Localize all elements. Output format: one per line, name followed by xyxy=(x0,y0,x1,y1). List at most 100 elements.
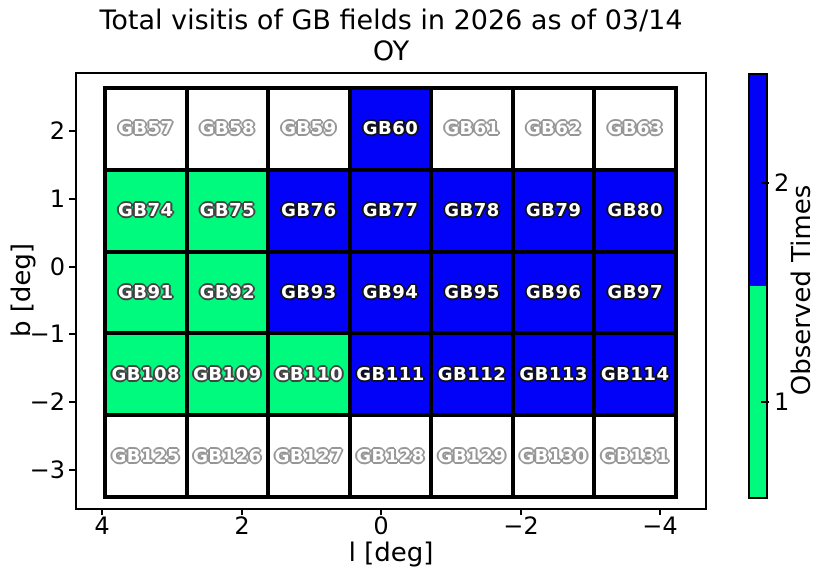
x-tick-label: 4 xyxy=(94,512,110,540)
field-label: GB80 xyxy=(607,200,663,222)
field-label: GB74 xyxy=(118,200,174,222)
field-label: GB95 xyxy=(444,281,500,303)
field-cell-gb126: GB126 xyxy=(188,417,267,495)
y-tick-label: −3 xyxy=(29,456,65,484)
field-label: GB93 xyxy=(281,281,337,303)
field-grid: GB57 GB58 GB59 GB60 GB61 GB62 GB63 GB74 GB75 GB76… xyxy=(103,86,678,499)
field-cell-gb63: GB63 xyxy=(596,90,674,168)
colorbar xyxy=(748,73,768,499)
field-label: GB131 xyxy=(600,445,670,467)
field-cell-gb58: GB58 xyxy=(188,90,267,168)
field-cell-gb62: GB62 xyxy=(514,90,593,168)
field-cell-gb74: GB74 xyxy=(107,171,185,250)
field-label: GB114 xyxy=(600,363,670,385)
field-cell-gb109: GB109 xyxy=(188,335,267,414)
y-tick-label: 0 xyxy=(49,253,65,281)
chart-title-line1: Total visitis of GB fields in 2026 as of… xyxy=(99,5,683,36)
y-tick-mark xyxy=(69,130,76,132)
field-label: GB112 xyxy=(437,363,507,385)
field-label: GB125 xyxy=(111,445,181,467)
field-cell-gb95: GB95 xyxy=(433,253,511,332)
x-tick-label: 0 xyxy=(373,512,389,540)
field-label: GB127 xyxy=(274,445,344,467)
field-cell-gb97: GB97 xyxy=(596,253,674,332)
x-tick-label: −2 xyxy=(503,512,539,540)
y-tick-label: 1 xyxy=(49,185,65,213)
field-label: GB59 xyxy=(281,118,337,140)
field-cell-gb93: GB93 xyxy=(270,253,348,332)
field-cell-gb130: GB130 xyxy=(514,417,593,495)
field-cell-gb94: GB94 xyxy=(351,253,430,332)
x-tick-mark xyxy=(659,508,661,515)
x-tick-mark xyxy=(101,508,103,515)
field-cell-gb60: GB60 xyxy=(351,90,430,168)
y-tick-mark xyxy=(69,401,76,403)
field-cell-gb57: GB57 xyxy=(107,90,185,168)
x-tick-mark xyxy=(520,508,522,515)
colorbar-segment-observed-once xyxy=(750,286,766,497)
field-cell-gb125: GB125 xyxy=(107,417,185,495)
x-axis-label: l [deg] xyxy=(348,538,434,568)
field-label: GB76 xyxy=(281,200,337,222)
field-label: GB92 xyxy=(199,281,256,303)
x-tick-label: 2 xyxy=(234,512,250,540)
field-label: GB79 xyxy=(525,200,582,222)
field-cell-gb127: GB127 xyxy=(270,417,348,495)
field-label: GB113 xyxy=(519,363,588,385)
field-label: GB130 xyxy=(519,445,588,467)
field-cell-gb112: GB112 xyxy=(433,335,511,414)
colorbar-tick-label: 1 xyxy=(774,388,790,416)
field-label: GB128 xyxy=(356,445,425,467)
field-cell-gb61: GB61 xyxy=(433,90,511,168)
y-tick-label: −2 xyxy=(29,388,65,416)
y-axis-label: b [deg] xyxy=(7,242,37,338)
field-label: GB78 xyxy=(444,200,500,222)
chart-title-line2: OY xyxy=(372,36,410,67)
field-cell-gb75: GB75 xyxy=(188,171,267,250)
field-label: GB126 xyxy=(193,445,262,467)
field-cell-gb129: GB129 xyxy=(433,417,511,495)
y-tick-mark xyxy=(69,333,76,335)
y-tick-mark xyxy=(69,266,76,268)
field-label: GB96 xyxy=(525,281,582,303)
y-tick-label: 2 xyxy=(49,117,65,145)
field-cell-gb111: GB111 xyxy=(351,335,430,414)
field-cell-gb131: GB131 xyxy=(596,417,674,495)
field-label: GB94 xyxy=(362,281,419,303)
field-cell-gb110: GB110 xyxy=(270,335,348,414)
x-tick-mark xyxy=(380,508,382,515)
field-label: GB62 xyxy=(525,118,582,140)
field-cell-gb114: GB114 xyxy=(596,335,674,414)
x-tick-mark xyxy=(241,508,243,515)
field-label: GB129 xyxy=(437,445,507,467)
field-cell-gb91: GB91 xyxy=(107,253,185,332)
field-label: GB110 xyxy=(274,363,344,385)
field-label: GB111 xyxy=(356,363,425,385)
field-cell-gb80: GB80 xyxy=(596,171,674,250)
field-label: GB108 xyxy=(111,363,181,385)
field-label: GB109 xyxy=(193,363,262,385)
field-cell-gb78: GB78 xyxy=(433,171,511,250)
field-cell-gb92: GB92 xyxy=(188,253,267,332)
field-cell-gb76: GB76 xyxy=(270,171,348,250)
field-label: GB63 xyxy=(607,118,663,140)
field-cell-gb77: GB77 xyxy=(351,171,430,250)
field-cell-gb108: GB108 xyxy=(107,335,185,414)
field-label: GB58 xyxy=(199,118,256,140)
field-label: GB57 xyxy=(118,118,174,140)
field-cell-gb79: GB79 xyxy=(514,171,593,250)
colorbar-tick-label: 2 xyxy=(774,169,790,197)
field-label: GB91 xyxy=(118,281,174,303)
field-label: GB97 xyxy=(607,281,663,303)
field-cell-gb128: GB128 xyxy=(351,417,430,495)
field-label: GB60 xyxy=(362,118,419,140)
field-label: GB75 xyxy=(199,200,256,222)
y-tick-mark xyxy=(69,198,76,200)
colorbar-tick-mark xyxy=(761,401,769,403)
y-tick-label: −1 xyxy=(29,320,65,348)
colorbar-tick-mark xyxy=(761,182,769,184)
field-cell-gb59: GB59 xyxy=(270,90,348,168)
field-label: GB61 xyxy=(444,118,500,140)
field-cell-gb113: GB113 xyxy=(514,335,593,414)
